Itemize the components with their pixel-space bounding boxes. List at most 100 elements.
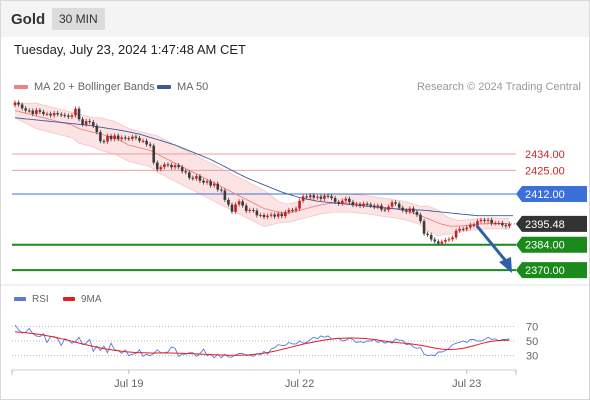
candle-body bbox=[77, 108, 81, 120]
candle-body bbox=[422, 221, 426, 234]
candle-body bbox=[70, 115, 74, 117]
candle-body bbox=[465, 227, 469, 230]
legend-label-bollinger: MA 20 + Bollinger Bands bbox=[34, 81, 155, 93]
price-tag-support bbox=[516, 262, 587, 279]
candle-body bbox=[27, 110, 31, 112]
candle-body bbox=[298, 200, 301, 209]
price-tag-support bbox=[516, 236, 587, 253]
candle-body bbox=[116, 135, 120, 139]
candle-body bbox=[497, 222, 501, 224]
candle-body bbox=[24, 108, 27, 111]
candle-body bbox=[390, 202, 394, 207]
candle-body bbox=[323, 195, 326, 199]
candle-body bbox=[326, 195, 330, 197]
candle-body bbox=[404, 210, 408, 212]
candle-body bbox=[123, 137, 127, 139]
candle-body bbox=[344, 198, 348, 201]
candle-body bbox=[209, 181, 212, 186]
candle-body bbox=[67, 115, 70, 117]
candle-body bbox=[308, 195, 312, 198]
x-tick-label: Jul 22 bbox=[285, 378, 314, 390]
candle-body bbox=[380, 205, 383, 210]
rsi-tick-label: 30 bbox=[526, 351, 538, 363]
candle-body bbox=[444, 240, 447, 242]
candle-body bbox=[490, 219, 493, 224]
credit-text: Research © 2024 Trading Central bbox=[416, 81, 581, 93]
candle-body bbox=[284, 212, 287, 217]
candle-body bbox=[131, 136, 134, 139]
candle-body bbox=[138, 137, 141, 141]
candle-body bbox=[458, 228, 461, 231]
candle-body bbox=[198, 176, 202, 181]
candle-body bbox=[372, 205, 376, 207]
candle-body bbox=[433, 239, 437, 242]
candle-body bbox=[337, 201, 340, 204]
candle-body bbox=[266, 215, 269, 217]
price-label-current: 2395.48 bbox=[525, 219, 565, 231]
legend-swatch-bollinger bbox=[14, 85, 28, 90]
candle-body bbox=[333, 198, 337, 202]
candle-body bbox=[223, 190, 227, 200]
candle-body bbox=[440, 241, 444, 244]
timeframe-button[interactable]: 30 MIN bbox=[52, 8, 105, 30]
candle-body bbox=[159, 167, 163, 170]
candle-body bbox=[134, 136, 138, 138]
candle-body bbox=[42, 111, 45, 114]
legend-swatch-rsi bbox=[14, 297, 26, 302]
candle-body bbox=[479, 219, 483, 222]
legend-swatch-ma50 bbox=[157, 85, 171, 90]
candle-body bbox=[255, 210, 259, 216]
candle-body bbox=[355, 204, 358, 206]
candle-body bbox=[52, 113, 56, 116]
candle-body bbox=[145, 140, 148, 145]
candle-body bbox=[202, 180, 205, 183]
candle-body bbox=[504, 225, 508, 227]
candle-body bbox=[191, 177, 195, 179]
candle-body bbox=[362, 203, 365, 206]
candle-body bbox=[412, 208, 415, 212]
candle-body bbox=[155, 162, 159, 170]
legend-ma50: MA 50 bbox=[157, 81, 208, 93]
candle-body bbox=[291, 210, 294, 212]
candle-body bbox=[287, 210, 291, 213]
candle-body bbox=[461, 228, 465, 230]
candle-body bbox=[276, 213, 280, 217]
legend-label-ma50: MA 50 bbox=[177, 81, 209, 93]
candle-body bbox=[59, 114, 63, 116]
price-tag-current bbox=[516, 215, 587, 232]
x-tick-label: Jul 23 bbox=[452, 378, 481, 390]
candle-body bbox=[426, 233, 429, 235]
candle-body bbox=[248, 209, 252, 211]
candle-body bbox=[269, 214, 273, 216]
candle-body bbox=[369, 204, 373, 206]
candle-body bbox=[383, 209, 387, 211]
candle-body bbox=[234, 204, 237, 212]
bollinger-lower-line bbox=[14, 117, 510, 237]
legend-label-rsi-ma: 9MA bbox=[81, 294, 102, 305]
candle-body bbox=[17, 102, 20, 105]
candle-body bbox=[408, 208, 412, 212]
candle-body bbox=[301, 196, 305, 201]
x-tick-label: Jul 19 bbox=[114, 378, 143, 390]
candle-body bbox=[429, 234, 433, 240]
candle-body bbox=[493, 222, 497, 224]
candle-body bbox=[113, 135, 116, 140]
candle-body bbox=[99, 132, 102, 142]
candle-body bbox=[451, 237, 454, 240]
candle-body bbox=[227, 199, 230, 205]
candle-body bbox=[102, 141, 106, 143]
candle-body bbox=[166, 164, 170, 166]
rsi-tick-label: 70 bbox=[526, 321, 538, 333]
header-bar: Gold 30 MIN bbox=[1, 1, 589, 37]
candle-body bbox=[259, 214, 262, 216]
candle-body bbox=[454, 230, 458, 238]
legend-label-rsi: RSI bbox=[32, 294, 49, 305]
candle-body bbox=[177, 165, 180, 168]
candle-body bbox=[501, 222, 504, 226]
candle-body bbox=[38, 110, 42, 112]
candle-body bbox=[13, 102, 17, 106]
candle-body bbox=[49, 113, 52, 116]
candle-body bbox=[319, 196, 323, 199]
candle-body bbox=[472, 224, 476, 226]
